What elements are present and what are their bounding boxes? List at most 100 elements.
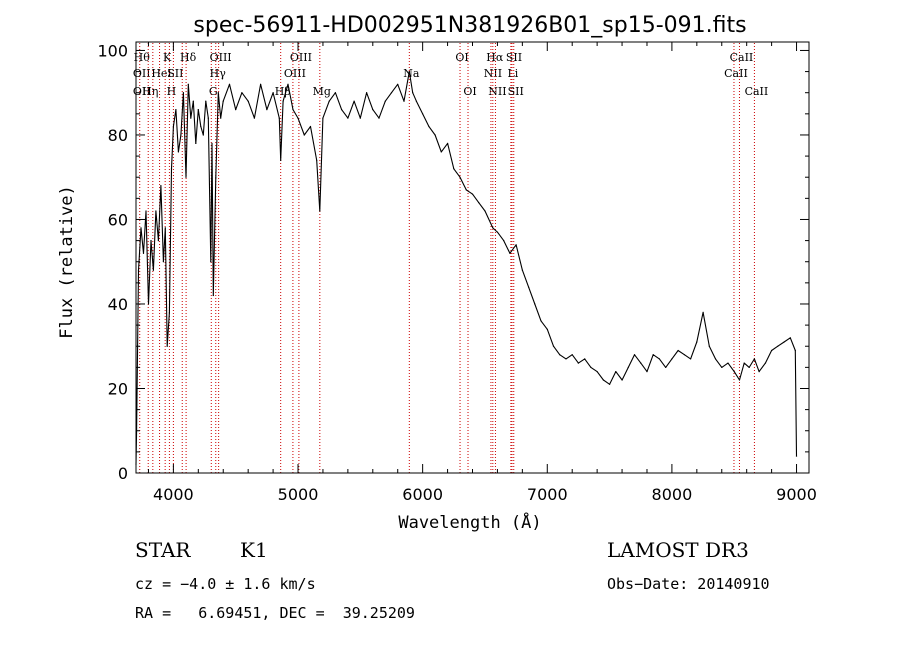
object-type: STAR [135, 538, 191, 562]
marker-label: OI [455, 51, 468, 64]
data-point [228, 83, 231, 85]
data-point [590, 366, 592, 368]
data-point [633, 354, 636, 356]
data-point [241, 92, 243, 94]
marker-label: Hδ [180, 51, 197, 64]
data-point [577, 362, 580, 364]
data-point [292, 109, 294, 111]
data-point [789, 337, 791, 339]
data-point [140, 227, 142, 229]
marker-label: Mg [313, 85, 331, 98]
data-point [627, 366, 629, 368]
data-point [408, 71, 410, 73]
marker-label: CaII [745, 85, 769, 98]
data-point [172, 125, 174, 128]
data-point [222, 100, 224, 102]
data-point [764, 362, 767, 364]
data-point [180, 134, 182, 136]
data-point [658, 358, 661, 360]
data-point [212, 294, 214, 297]
data-point [428, 125, 430, 128]
data-point [534, 303, 536, 305]
axis-ticks: 4000 5000 6000 7000 8000 9000 0 20 40 60 80 100 [97, 41, 816, 504]
data-point [185, 176, 187, 178]
data-point [748, 366, 750, 368]
data-point [347, 117, 349, 119]
data-point [571, 354, 573, 356]
data-point [447, 142, 449, 144]
y-tick-label: 40 [108, 295, 128, 314]
data-point [137, 269, 140, 271]
data-point [147, 303, 150, 305]
data-point [217, 92, 219, 94]
data-point [646, 371, 648, 373]
marker-label: SII [167, 67, 183, 80]
data-point [266, 109, 268, 111]
x-axis-label: Wavelength (Å) [398, 511, 541, 533]
data-point [459, 176, 461, 178]
marker-label: SII [508, 85, 524, 98]
marker-label: OII [133, 85, 151, 98]
data-point [528, 286, 530, 288]
data-point [334, 92, 336, 94]
x-tick-label: 5000 [278, 485, 319, 504]
data-point [160, 185, 162, 187]
data-point [272, 92, 274, 94]
data-point [164, 227, 166, 229]
marker-label: Hθ [134, 51, 151, 64]
data-point [403, 100, 405, 102]
x-tick-label: 6000 [402, 485, 443, 504]
data-point [652, 354, 654, 356]
data-point [615, 371, 617, 373]
data-point [390, 92, 393, 94]
observation-date: Obs−Date: 20140910 [607, 575, 770, 593]
redshift-velocity: cz = −4.0 ± 1.6 km/s [135, 575, 316, 593]
data-point [319, 210, 321, 212]
data-point [353, 100, 355, 102]
data-point [359, 117, 361, 119]
spectrum-line [135, 71, 798, 465]
data-point [162, 261, 164, 263]
data-point [552, 345, 555, 347]
data-point [207, 117, 209, 119]
data-point [771, 349, 773, 352]
data-point [665, 366, 667, 368]
data-point [721, 366, 723, 368]
y-tick-label: 80 [108, 126, 128, 145]
data-point [596, 371, 598, 373]
data-point [422, 113, 424, 115]
data-point [220, 117, 222, 119]
marker-label: Hη [142, 85, 158, 98]
data-point [287, 83, 289, 85]
data-point [794, 349, 796, 352]
data-point [496, 231, 498, 233]
y-tick-label: 100 [97, 41, 128, 60]
data-point [415, 100, 417, 102]
data-point [546, 328, 548, 330]
marker-label: Li [507, 67, 518, 80]
data-point [384, 100, 386, 102]
data-point [322, 117, 324, 119]
data-point [440, 151, 442, 153]
data-point [559, 354, 561, 356]
data-point [696, 341, 698, 343]
y-tick-label: 0 [118, 464, 128, 483]
data-point [152, 269, 154, 271]
marker-label: H [167, 85, 177, 98]
data-point [182, 92, 184, 94]
data-point [777, 345, 779, 347]
data-point [471, 193, 474, 195]
data-point [397, 83, 399, 85]
data-point [492, 227, 494, 229]
data-point [215, 176, 217, 178]
data-point [195, 142, 197, 144]
data-point [142, 252, 145, 254]
data-point [521, 269, 524, 271]
marker-label: Hγ [210, 67, 227, 80]
data-point [197, 109, 199, 111]
marker-label: K [163, 51, 172, 64]
data-point [783, 341, 785, 343]
marker-label: HeI [151, 67, 171, 80]
data-point [309, 125, 312, 128]
